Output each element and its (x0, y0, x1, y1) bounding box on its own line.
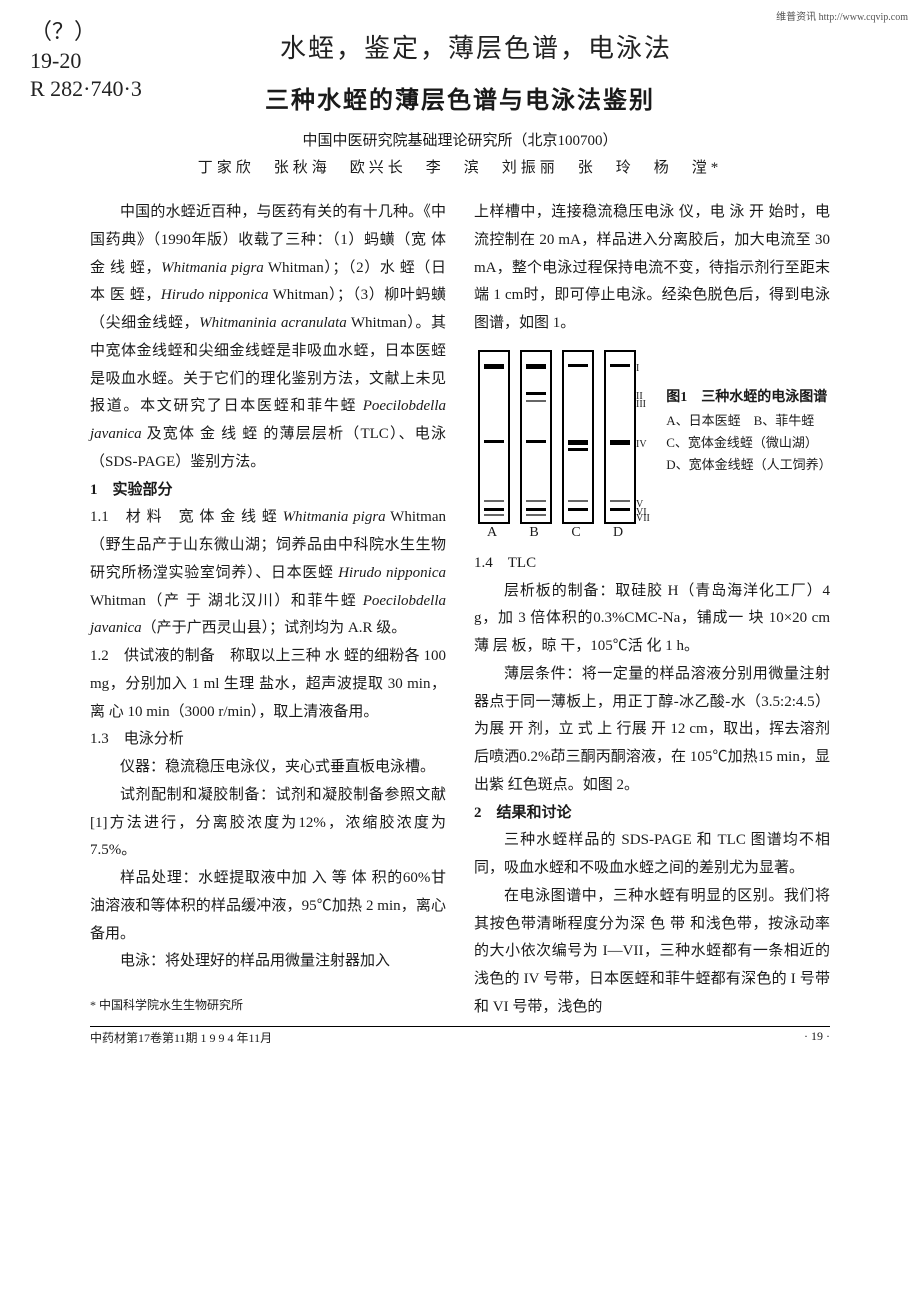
section-1-3: 1.3 电泳分析 (90, 726, 446, 754)
s11-it2: Hirudo nipponica (338, 565, 446, 581)
figure-1-text: 图1 三种水蛭的电泳图谱 A、日本医蛭 B、菲牛蛭 C、宽体金线蛭（微山湖） D… (666, 386, 830, 476)
s14-p2: 薄层条件：将一定量的样品溶液分别用微量注射器点于同一薄板上，用正丁醇-冰乙酸-水… (474, 661, 830, 800)
band (526, 508, 546, 511)
watermark: 维普资讯 http://www.cqvip.com (776, 8, 908, 23)
band (568, 508, 588, 511)
s2-p2: 在电泳图谱中，三种水蛭有明显的区别。我们将其按色带清晰程度分为深 色 带 和浅色… (474, 883, 830, 1022)
continuation-para: 上样槽中，连接稳流稳压电泳 仪，电 泳 开 始时，电流控制在 20 mA，样品进… (474, 199, 830, 338)
figure-1-title: 图1 三种水蛭的电泳图谱 (666, 386, 830, 410)
section-1-4: 1.4 TLC (474, 550, 830, 578)
footnote-star: * 中国科学院水生生物研究所 (90, 994, 446, 1016)
lane-C (562, 350, 594, 524)
p1-it1: Whitmania pigra (161, 260, 264, 276)
band (610, 500, 630, 502)
s14-p1: 层析板的制备：取硅胶 H（青岛海洋化工厂）4 g，加 3 倍体积的0.3%CMC… (474, 578, 830, 661)
intro-para: 中国的水蛭近百种，与医药有关的有十几种。《中国药典》（1990年版）收载了三种：… (90, 199, 446, 477)
s2-p1: 三种水蛭样品的 SDS-PAGE 和 TLC 图谱均不相同，吸血水蛭和不吸血水蛭… (474, 827, 830, 883)
figure-1-legend-ab: A、日本医蛭 B、菲牛蛭 (666, 410, 830, 432)
band (526, 392, 546, 395)
section-1-2: 1.2 供试液的制备 称取以上三种 水 蛭的细粉各 100 mg，分别加入 1 … (90, 643, 446, 726)
hand-left-3: R 282·740·3 (30, 75, 142, 104)
authors: 丁家欣 张秋海 欧兴长 李 滨 刘振丽 张 玲 杨 漟* (90, 156, 830, 177)
p1e: 及宽体 金 线 蛭 的薄层层析（TLC）、电泳（SDS-PAGE）鉴别方法。 (90, 426, 446, 470)
right-column: 上样槽中，连接稳流稳压电泳 仪，电 泳 开 始时，电流控制在 20 mA，样品进… (474, 199, 830, 1022)
footer-right: · 19 · (804, 1029, 830, 1046)
band (526, 500, 546, 502)
lane-label-D: D (604, 520, 632, 546)
band (484, 508, 504, 511)
s11a: 1.1 材 料 宽 体 金 线 蛭 (90, 509, 283, 525)
hand-left-1: （？） (30, 18, 142, 47)
article-title: 三种水蛭的薄层色谱与电泳法鉴别 (90, 80, 830, 115)
band (484, 500, 504, 502)
lane-label-B: B (520, 520, 548, 546)
lane-A (478, 350, 510, 524)
s13-p3: 样品处理：水蛭提取液中加 入 等 体 积的60%甘油溶液和等体积的样品缓冲液，9… (90, 865, 446, 948)
lane-label-C: C (562, 520, 590, 546)
band (484, 514, 504, 516)
affiliation: 中国中医研究院基础理论研究所（北京100700） (90, 129, 830, 150)
s13-p4: 电泳：将处理好的样品用微量注射器加入 (90, 948, 446, 976)
roman-III: III (636, 396, 646, 415)
band (610, 440, 630, 445)
band (610, 364, 630, 367)
band (484, 440, 504, 443)
s13-p2: 试剂配制和凝胶制备：试剂和凝胶制备参照文献[1]方法进行，分离胶浓度为12%，浓… (90, 782, 446, 865)
p1-it2: Hirudo nipponica (161, 287, 269, 303)
roman-IV: IV (636, 436, 647, 455)
band (526, 440, 546, 443)
s11c: Whitman（产 于 湖北汉川）和菲牛蛭 (90, 593, 363, 609)
roman-I: I (636, 360, 639, 379)
lane-D (604, 350, 636, 524)
roman-VII: VII (636, 510, 650, 529)
hand-left-2: 19-20 (30, 47, 142, 76)
section-1-1: 1.1 材 料 宽 体 金 线 蛭 Whitmania pigra Whitma… (90, 504, 446, 643)
band (610, 508, 630, 511)
body-columns: 中国的水蛭近百种，与医药有关的有十几种。《中国药典》（1990年版）收载了三种：… (90, 199, 830, 1022)
band (526, 400, 546, 402)
band (568, 448, 588, 451)
band (526, 514, 546, 516)
s11d: （产于广西灵山县）；试剂均为 A.R 级。 (142, 620, 407, 636)
electrophoresis-lanes: ABCDIIIIIIIVVVIVII (474, 346, 652, 546)
band (568, 440, 588, 445)
left-column: 中国的水蛭近百种，与医药有关的有十几种。《中国药典》（1990年版）收载了三种：… (90, 199, 446, 1022)
footer-left: 中药材第17卷第11期 1 9 9 4 年11月 (90, 1029, 272, 1046)
figure-1-legend-d: D、宽体金线蛭（人工饲养） (666, 454, 830, 476)
figure-1-legend-c: C、宽体金线蛭（微山湖） (666, 432, 830, 454)
band (484, 364, 504, 369)
section-2: 2 结果和讨论 (474, 800, 830, 828)
handwriting-top: 水蛭，鉴定，薄层色谱，电泳法 (280, 28, 780, 65)
section-1: 1 实验部分 (90, 477, 446, 505)
p1-it3: Whitmaninia acranulata (199, 315, 347, 331)
s11-it1: Whitmania pigra (283, 509, 386, 525)
handwriting-left: （？） 19-20 R 282·740·3 (30, 18, 142, 104)
band (526, 364, 546, 369)
page-footer: 中药材第17卷第11期 1 9 9 4 年11月 · 19 · (90, 1026, 830, 1046)
s13-p1: 仪器：稳流稳压电泳仪，夹心式垂直板电泳槽。 (90, 754, 446, 782)
lane-B (520, 350, 552, 524)
band (568, 500, 588, 502)
band (568, 364, 588, 367)
figure-1: ABCDIIIIIIIVVVIVII 图1 三种水蛭的电泳图谱 A、日本医蛭 B… (474, 346, 830, 546)
lane-label-A: A (478, 520, 506, 546)
